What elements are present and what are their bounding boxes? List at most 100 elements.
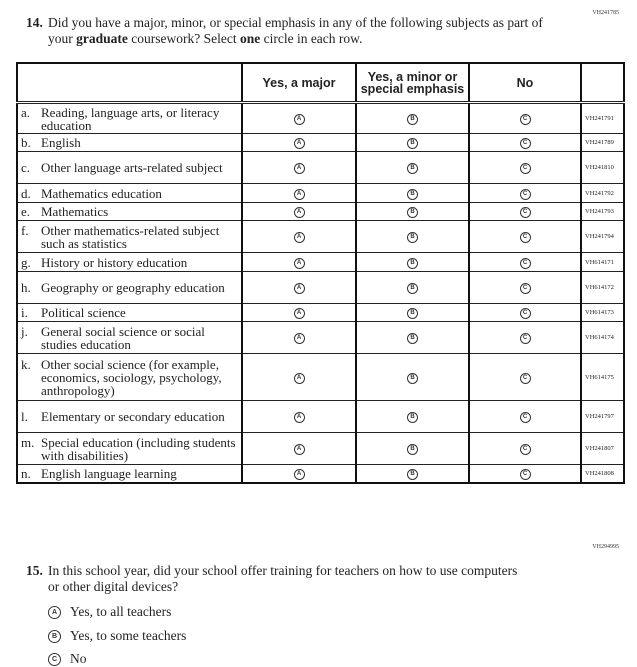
answer-cell: B	[355, 133, 470, 152]
radio-bubble-c[interactable]: C	[519, 138, 531, 150]
answer-cell: A	[241, 400, 357, 433]
row-label: a. Reading, language arts, or literacy ed…	[16, 102, 243, 134]
radio-bubble-b[interactable]: B	[407, 372, 418, 384]
table-row: a. Reading, language arts, or literacy ed…	[16, 102, 625, 134]
table-row: d. Mathematics education A B C VH241792	[16, 183, 625, 203]
answer-cell: A	[241, 133, 357, 152]
row-code: VH241807	[580, 432, 625, 465]
radio-bubble-b[interactable]: B	[407, 257, 418, 269]
radio-bubble-a[interactable]: A	[293, 188, 305, 200]
table-row: l. Elementary or secondary education A B C VH…	[16, 400, 625, 433]
radio-bubble-c[interactable]: C	[519, 412, 531, 424]
radio-bubble-c[interactable]: C	[519, 468, 531, 480]
row-label: b. English	[16, 133, 243, 152]
answer-option[interactable]: C No	[48, 651, 87, 667]
radio-bubble-a[interactable]: A	[293, 333, 305, 345]
answer-option[interactable]: B Yes, to some teachers	[48, 628, 186, 644]
row-label: i. Political science	[16, 303, 243, 322]
blank-header	[16, 62, 243, 104]
radio-bubble-a[interactable]: A	[293, 308, 305, 320]
radio-bubble-a[interactable]: A	[293, 232, 305, 244]
row-code: VH241808	[580, 464, 625, 483]
radio-bubble-b[interactable]: B	[407, 188, 418, 200]
radio-bubble-a[interactable]: A	[293, 468, 305, 480]
radio-bubble-c[interactable]: C	[519, 114, 531, 126]
radio-bubble-c[interactable]: C	[48, 653, 61, 667]
answer-cell: A	[241, 252, 357, 272]
radio-bubble-c[interactable]: C	[519, 372, 531, 384]
subjects-matrix: Yes, a major Yes, a minor or special emp…	[16, 62, 625, 484]
row-code: VH614172	[580, 271, 625, 304]
option-label: Yes, to some teachers	[70, 627, 187, 643]
answer-cell: C	[468, 400, 582, 433]
table-row: m. Special education (including students …	[16, 432, 625, 465]
radio-bubble-a[interactable]: A	[293, 257, 305, 269]
answer-cell: A	[241, 464, 357, 483]
radio-bubble-b[interactable]: B	[407, 412, 418, 424]
answer-cell: A	[241, 303, 357, 322]
question-number: 15.	[26, 563, 43, 578]
radio-bubble-a[interactable]: A	[293, 283, 305, 295]
answer-cell: B	[355, 464, 470, 483]
answer-cell: A	[241, 183, 357, 203]
row-code: VH241791	[580, 102, 625, 134]
radio-bubble-c[interactable]: C	[519, 163, 531, 175]
radio-bubble-c[interactable]: C	[519, 308, 531, 320]
radio-bubble-a[interactable]: A	[293, 138, 305, 150]
answer-cell: B	[355, 432, 470, 465]
radio-bubble-c[interactable]: C	[519, 232, 531, 244]
question-15: 15. In this school year, did your school…	[26, 563, 526, 595]
row-label: e. Mathematics	[16, 202, 243, 221]
answer-cell: C	[468, 102, 582, 134]
table-row: j. General social science or social studi…	[16, 321, 625, 354]
radio-bubble-c[interactable]: C	[519, 257, 531, 269]
radio-bubble-b[interactable]: B	[407, 308, 418, 320]
radio-bubble-b[interactable]: B	[407, 468, 418, 480]
row-code: VH241797	[580, 400, 625, 433]
row-code: VH241810	[580, 151, 625, 184]
radio-bubble-b[interactable]: B	[407, 232, 418, 244]
answer-cell: C	[468, 183, 582, 203]
answer-cell: B	[355, 202, 470, 221]
radio-bubble-b[interactable]: B	[407, 163, 418, 175]
radio-bubble-b[interactable]: B	[407, 444, 418, 456]
radio-bubble-a[interactable]: A	[293, 444, 305, 456]
radio-bubble-c[interactable]: C	[519, 444, 531, 456]
radio-bubble-c[interactable]: C	[519, 333, 531, 345]
radio-bubble-c[interactable]: C	[519, 283, 531, 295]
row-code: VH614171	[580, 252, 625, 272]
radio-bubble-a[interactable]: A	[293, 114, 305, 126]
radio-bubble-b[interactable]: B	[48, 629, 61, 643]
radio-bubble-b[interactable]: B	[407, 283, 418, 295]
answer-cell: B	[355, 303, 470, 322]
answer-cell: C	[468, 220, 582, 253]
answer-option[interactable]: A Yes, to all teachers	[48, 604, 171, 620]
answer-cell: A	[241, 321, 357, 354]
radio-bubble-c[interactable]: C	[519, 207, 531, 219]
radio-bubble-a[interactable]: A	[293, 163, 305, 175]
answer-cell: A	[241, 202, 357, 221]
radio-bubble-a[interactable]: A	[293, 412, 305, 424]
question-14: 14. Did you have a major, minor, or spec…	[26, 15, 556, 47]
row-code: VH614175	[580, 353, 625, 401]
answer-cell: C	[468, 252, 582, 272]
table-row: b. English A B C VH241789	[16, 133, 625, 152]
answer-cell: B	[355, 271, 470, 304]
question-text: In this school year, did your school off…	[48, 563, 518, 594]
table-row: e. Mathematics A B C VH241793	[16, 202, 625, 221]
radio-bubble-a[interactable]: A	[293, 372, 305, 384]
option-label: No	[70, 651, 87, 666]
answer-cell: C	[468, 202, 582, 221]
radio-bubble-b[interactable]: B	[407, 333, 418, 345]
answer-cell: C	[468, 271, 582, 304]
row-label: c. Other language arts-related subject	[16, 151, 243, 184]
radio-bubble-a[interactable]: A	[293, 207, 305, 219]
table-row: c. Other language arts-related subject A B C…	[16, 151, 625, 184]
radio-bubble-b[interactable]: B	[407, 138, 418, 150]
radio-bubble-b[interactable]: B	[407, 207, 418, 219]
radio-bubble-a[interactable]: A	[48, 606, 61, 620]
table-row: n. English language learning A B C VH241808	[16, 464, 625, 483]
radio-bubble-b[interactable]: B	[407, 114, 418, 126]
row-label: k. Other social science (for example, eco…	[16, 353, 243, 401]
radio-bubble-c[interactable]: C	[519, 188, 531, 200]
